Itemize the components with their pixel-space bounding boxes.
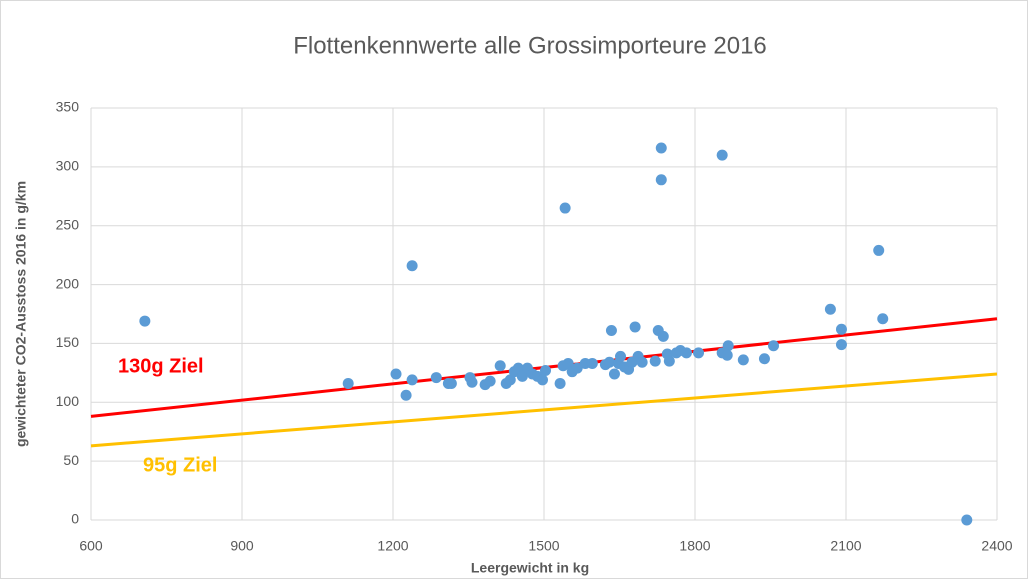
- data-point: [615, 350, 627, 362]
- data-point: [390, 368, 402, 380]
- data-point: [445, 377, 457, 389]
- line-label: 95g Ziel: [143, 454, 217, 476]
- data-point: [835, 339, 847, 351]
- y-tick-label: 300: [56, 158, 80, 174]
- y-tick-label: 50: [63, 452, 79, 468]
- data-point: [721, 349, 733, 361]
- data-point: [680, 347, 692, 359]
- data-point: [586, 357, 598, 369]
- data-point: [716, 149, 728, 161]
- y-tick-label: 250: [56, 216, 80, 232]
- data-point: [540, 365, 552, 377]
- data-point: [516, 370, 528, 382]
- y-tick-label: 0: [71, 511, 79, 527]
- x-axis-label: Leergewicht in kg: [471, 560, 589, 576]
- data-point: [758, 353, 770, 365]
- data-point: [693, 347, 705, 359]
- data-point: [877, 313, 889, 325]
- data-point: [722, 340, 734, 352]
- data-point: [571, 362, 583, 374]
- x-tick-label: 900: [230, 538, 254, 554]
- data-point: [139, 315, 151, 327]
- data-point: [504, 374, 516, 386]
- data-point: [873, 244, 885, 256]
- x-tick-label: 2100: [830, 538, 861, 554]
- data-point: [430, 372, 442, 384]
- data-point: [406, 374, 418, 386]
- y-axis-label: gewichteter CO2-Ausstoss 2016 in g/km: [13, 181, 29, 447]
- data-point: [342, 377, 354, 389]
- target-line: [90, 372, 998, 448]
- line-label: 130g Ziel: [118, 355, 204, 377]
- data-point: [636, 356, 648, 368]
- data-point: [559, 202, 571, 214]
- data-point: [649, 355, 661, 367]
- data-point: [961, 514, 973, 526]
- data-point: [466, 376, 478, 388]
- data-point: [824, 303, 836, 315]
- data-point: [663, 355, 675, 367]
- data-point: [605, 324, 617, 336]
- data-point: [629, 321, 641, 333]
- data-point: [655, 142, 667, 154]
- data-point: [737, 354, 749, 366]
- y-tick-label: 350: [56, 99, 80, 115]
- data-point: [562, 357, 574, 369]
- x-tick-label: 2400: [981, 538, 1012, 554]
- x-tick-label: 1200: [377, 538, 408, 554]
- data-point: [512, 362, 524, 374]
- x-tick-label: 1500: [528, 538, 559, 554]
- data-point: [657, 330, 669, 342]
- chart-title: Flottenkennwerte alle Grossimporteure 20…: [293, 32, 767, 59]
- data-point: [768, 340, 780, 352]
- data-point: [655, 174, 667, 186]
- y-tick-label: 200: [56, 275, 80, 291]
- data-point: [406, 260, 418, 272]
- data-point: [484, 375, 496, 387]
- y-tick-label: 150: [56, 334, 80, 350]
- y-tick-label: 100: [56, 393, 80, 409]
- data-point: [835, 323, 847, 335]
- x-tick-label: 600: [79, 538, 103, 554]
- data-point: [603, 356, 615, 368]
- data-point: [536, 374, 548, 386]
- data-point: [494, 360, 506, 372]
- x-tick-label: 1800: [679, 538, 710, 554]
- data-point: [400, 389, 412, 401]
- data-point: [608, 368, 620, 380]
- data-point: [554, 377, 566, 389]
